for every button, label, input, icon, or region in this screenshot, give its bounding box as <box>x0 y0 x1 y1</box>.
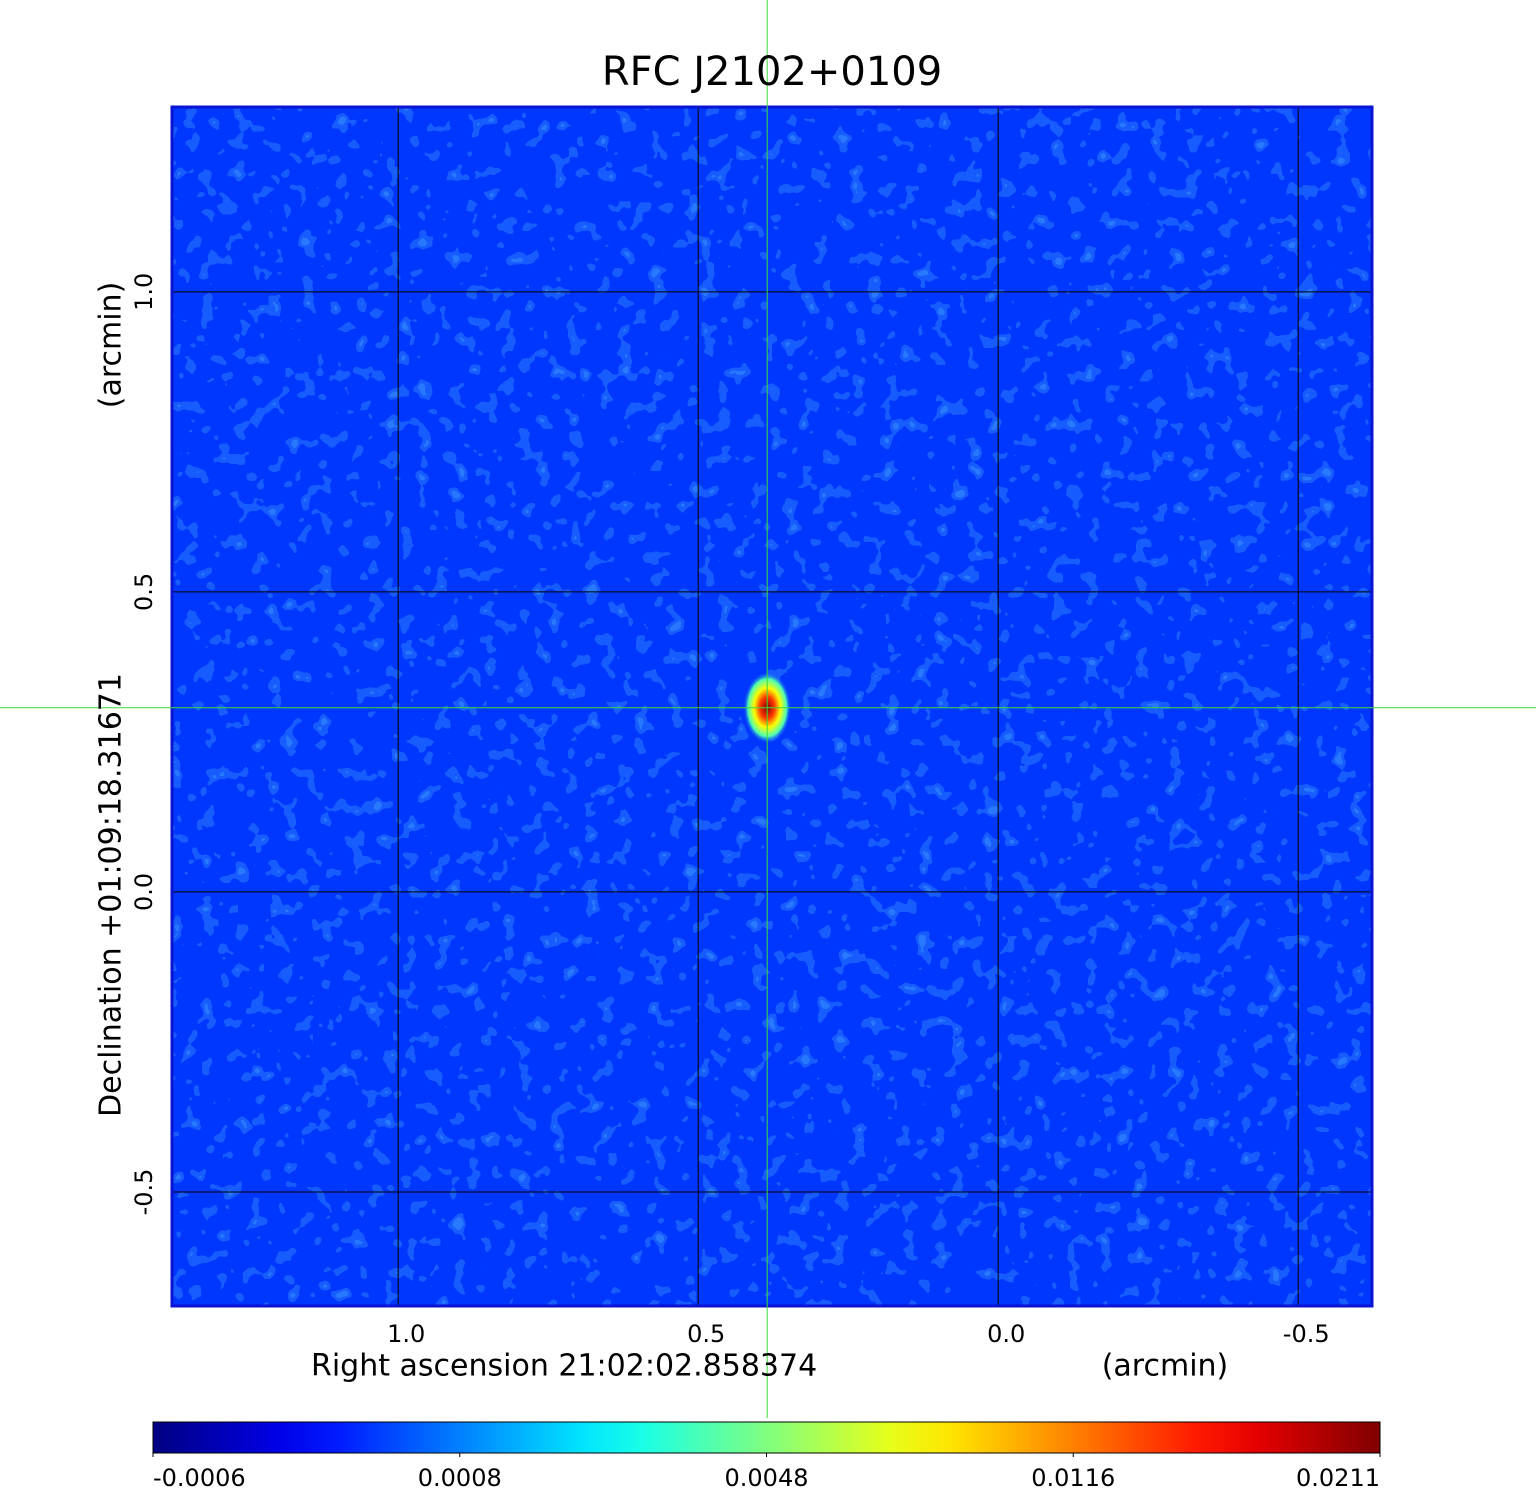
y-axis-unit: (arcmin) <box>94 282 129 409</box>
y-tick-label: 0.5 <box>130 573 158 611</box>
y-tick-label: -0.5 <box>130 1169 158 1216</box>
colorbar-tick-label: -0.0006 <box>153 1464 246 1492</box>
x-axis-label: Right ascension 21:02:02.858374 <box>311 1349 817 1384</box>
y-tick-label: 1.0 <box>130 273 158 311</box>
colorbar-tick-label: 0.0048 <box>725 1464 809 1492</box>
x-axis-unit: (arcmin) <box>1102 1349 1229 1384</box>
y-axis-label: Declination +01:09:18.31671 <box>94 673 129 1117</box>
x-tick-label: 0.5 <box>687 1320 725 1348</box>
y-tick-label: 0.0 <box>130 873 158 911</box>
chart-title: RFC J2102+0109 <box>602 49 942 95</box>
x-tick-label: 0.0 <box>987 1320 1025 1348</box>
plot-frame <box>170 105 1374 1308</box>
colorbar-tick-label: 0.0116 <box>1031 1464 1115 1492</box>
colorbar-tick-label: 0.0211 <box>1296 1464 1380 1492</box>
colorbar <box>152 1421 1381 1454</box>
x-tick-label: 1.0 <box>387 1320 425 1348</box>
x-tick-label: -0.5 <box>1283 1320 1330 1348</box>
colorbar-tick-label: 0.0008 <box>418 1464 502 1492</box>
